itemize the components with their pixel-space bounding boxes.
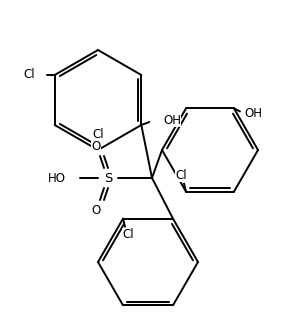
Text: Cl: Cl (23, 68, 35, 81)
Text: O: O (91, 204, 101, 217)
Text: Cl: Cl (175, 169, 187, 182)
Text: S: S (104, 171, 112, 184)
Text: HO: HO (48, 171, 66, 184)
Text: Cl: Cl (92, 128, 104, 141)
Text: O: O (91, 140, 101, 153)
Text: Cl: Cl (122, 228, 134, 241)
Text: OH: OH (244, 107, 262, 120)
Text: OH: OH (163, 114, 181, 127)
